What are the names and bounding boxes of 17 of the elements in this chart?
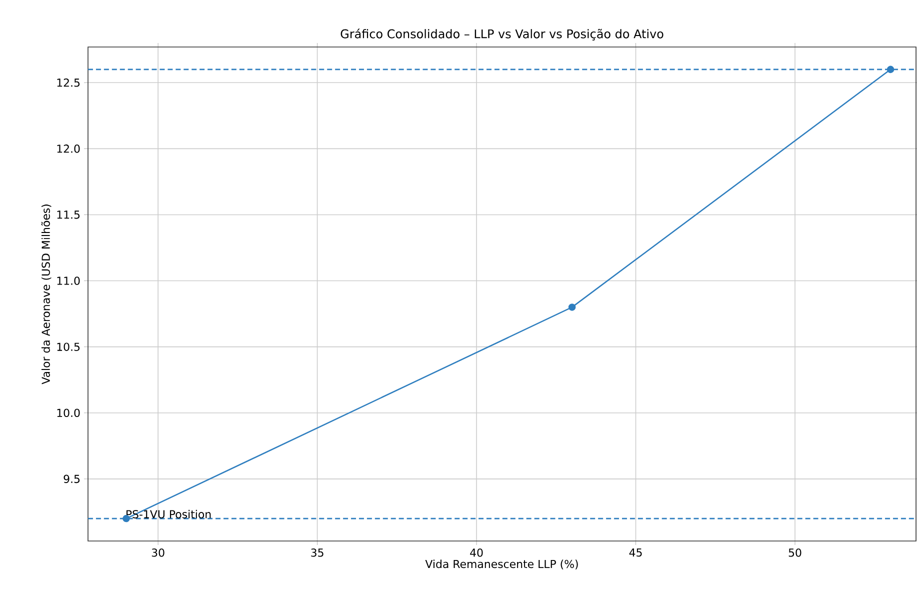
y-tick-label: 10.5 <box>57 342 80 351</box>
x-tick-label: 30 <box>152 548 164 557</box>
y-tick-label: 12.0 <box>57 144 80 153</box>
y-tick-label: 11.0 <box>57 276 80 285</box>
x-tick-label: 45 <box>629 548 642 557</box>
y-tick-label: 10.0 <box>57 408 80 418</box>
x-tick-label: 50 <box>788 548 802 557</box>
point <box>886 66 894 74</box>
y-tick-label: 11.5 <box>57 210 80 219</box>
chart-title: Gráfico Consolidado – LLP vs Valor vs Posição do Ativo <box>340 28 664 40</box>
x-tick-label: 40 <box>470 548 483 557</box>
x-tick-label: 35 <box>311 548 324 557</box>
y-tick-label: 9.5 <box>64 474 80 484</box>
y-tick-label: 12.5 <box>57 78 80 87</box>
y-axis-title: Valor da Aeronave (USD Milhões) <box>41 204 52 384</box>
point <box>568 304 576 311</box>
x-axis-title: Vida Remanescente LLP (%) <box>425 560 578 570</box>
